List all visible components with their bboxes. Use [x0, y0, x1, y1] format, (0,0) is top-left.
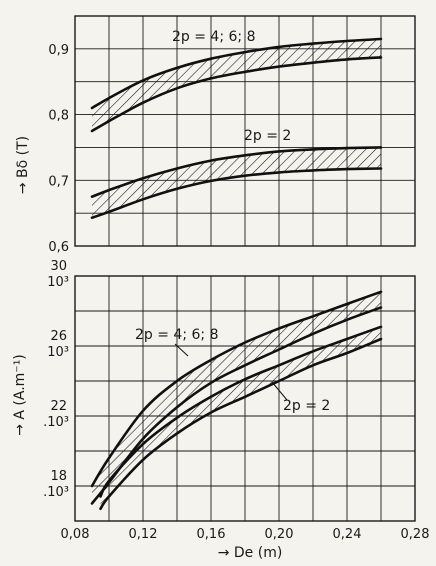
bot-y-tick-exp-3: 10³: [47, 275, 69, 290]
top-series-label-2: 2p = 2: [244, 128, 291, 144]
x-tick-3: 0,20: [265, 527, 294, 542]
top-y-tick-0: 0,6: [48, 240, 69, 255]
top-y-tick-2: 0,8: [48, 109, 69, 124]
top-y-axis-label: → Bδ (T): [15, 136, 31, 194]
x-tick-0: 0,08: [61, 527, 90, 542]
bot-curve-upper-0: [90, 290, 383, 488]
bottom-x-axis-label: → De (m): [218, 545, 283, 561]
top-curves: [90, 37, 383, 219]
bottom-series-label-2: 2p = 2: [283, 398, 330, 414]
bot-y-tick-exp-1: .10³: [43, 415, 69, 430]
top-curve-upper-0: [90, 37, 383, 110]
bot-curve-upper-1: [99, 325, 383, 498]
bottom-series-label-4-6-8: 2p = 4; 6; 8: [135, 327, 218, 343]
bot-y-tick-2: 26: [50, 329, 67, 344]
bottom-series-leader-4-6-8: [174, 343, 189, 357]
bottom-series-labels: 2p = 4; 6; 8 2p = 2: [135, 327, 330, 414]
top-y-ticks: 0,6 0,7 0,8 0,9: [48, 43, 69, 255]
x-tick-5: 0,28: [401, 527, 430, 542]
bot-curve-lower-1: [99, 337, 383, 511]
panel-air-gap-flux-density: 0,6 0,7 0,8 0,9 2p = 4; 6; 8 2p = 2 → Bδ (T…: [15, 15, 416, 255]
top-band-1: [92, 147, 381, 218]
x-tick-1: 0,12: [129, 527, 158, 542]
top-curve-lower-1: [90, 167, 383, 219]
top-y-tick-3: 0,9: [48, 43, 69, 58]
bottom-series-leader-2: [271, 381, 288, 401]
x-tick-2: 0,16: [197, 527, 226, 542]
top-curve-upper-1: [90, 146, 383, 198]
top-frame: [74, 15, 416, 247]
bot-y-tick-3: 30: [50, 259, 67, 274]
bot-band-1: [100, 326, 381, 509]
top-curve-lower-0: [90, 56, 383, 133]
bottom-bands: [92, 291, 381, 509]
bot-y-tick-1: 22: [50, 399, 67, 414]
bot-band-0: [92, 291, 381, 504]
top-series-label-4-6-8: 2p = 4; 6; 8: [172, 29, 255, 45]
bottom-frame: [74, 275, 416, 522]
top-y-tick-1: 0,7: [48, 174, 69, 189]
top-bands: [92, 39, 381, 218]
top-series-labels: 2p = 4; 6; 8 2p = 2: [172, 29, 291, 144]
bottom-x-ticks: 0,08 0,12 0,16 0,20 0,24 0,28: [61, 527, 430, 542]
bot-y-tick-0: 18: [50, 469, 67, 484]
bottom-y-axis-label: → A (A.m⁻¹): [12, 354, 28, 436]
bottom-curves: [90, 290, 383, 511]
bot-y-tick-exp-0: .10³: [43, 485, 69, 500]
bot-y-tick-exp-2: 10³: [47, 345, 69, 360]
x-tick-4: 0,24: [333, 527, 362, 542]
